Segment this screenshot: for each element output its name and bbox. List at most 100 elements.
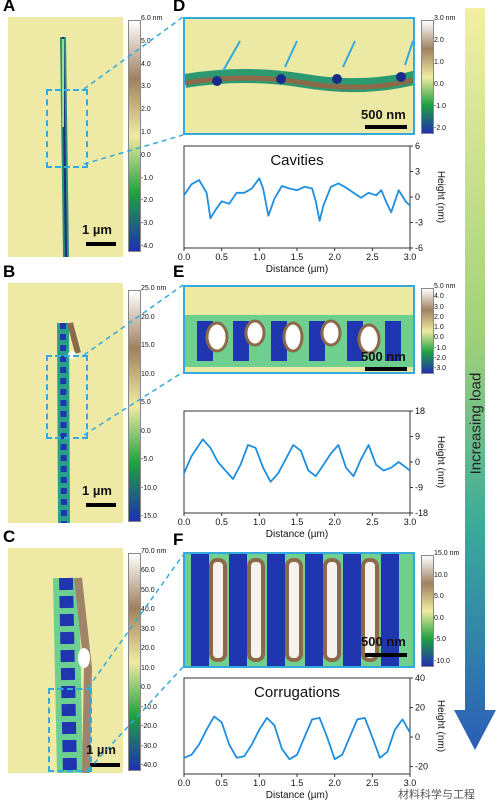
colorbar-tick-a: 2.0 — [141, 106, 151, 114]
colorbar-tick-d: -1.0 — [434, 103, 447, 110]
y-tick-label: 3 — [415, 167, 420, 177]
x-tick-label: 2.5 — [366, 517, 379, 527]
colorbar-a — [128, 20, 141, 252]
scale-bar-b — [86, 503, 116, 507]
y-tick-label: 6 — [415, 141, 420, 151]
colorbar-tick-a: -1.0 — [141, 174, 154, 182]
colorbar-tick-f: -10.0 — [434, 658, 450, 665]
y-tick-label: 9 — [415, 432, 420, 442]
y-tick-label: 20 — [415, 703, 425, 713]
colorbar-tick-d: 1.0 — [434, 59, 444, 66]
colorbar-tick-a: -2.0 — [141, 197, 154, 205]
x-tick-label: 1.5 — [291, 252, 304, 262]
colorbar-tick-b: 0.0 — [141, 427, 151, 435]
colorbar-tick-c: -20.0 — [141, 723, 157, 731]
scale-label-d: 500 nm — [361, 107, 406, 122]
colorbar-tick-c: 0.0 — [141, 684, 151, 692]
scale-label-a: 1 µm — [82, 222, 112, 237]
x-tick-label: 3.0 — [404, 517, 417, 527]
colorbar-tick-a: 5.0 — [141, 37, 151, 45]
colorbar-tick-f: 10.0 — [434, 571, 448, 579]
panel-label-a: A — [3, 0, 16, 15]
colorbar-tick-f: 0.0 — [434, 614, 444, 622]
colorbar-tick-a: 6.0 nm — [141, 15, 163, 22]
colorbar-b — [128, 290, 141, 522]
colorbar-tick-e: 5.0 nm — [434, 283, 456, 290]
scale-bar-f — [365, 653, 407, 657]
y-axis-label: Height (nm) — [435, 436, 446, 488]
colorbar-tick-c: 60.0 — [141, 567, 155, 575]
colorbar-d — [421, 20, 434, 134]
colorbar-tick-c: 40.0 — [141, 606, 155, 614]
x-tick-label: 2.5 — [366, 778, 379, 788]
colorbar-tick-e: 3.0 — [434, 303, 444, 311]
colorbar-f — [421, 555, 434, 667]
colorbar-tick-a: 4.0 — [141, 60, 151, 68]
zoom-box-c — [48, 688, 92, 772]
x-tick-label: 1.0 — [253, 778, 266, 788]
x-tick-label: 0.5 — [215, 252, 228, 262]
afm-zoom-e: 500 nm — [183, 285, 415, 374]
scale-bar-d — [365, 125, 407, 129]
x-tick-label: 0.0 — [178, 517, 191, 527]
x-tick-label: 1.0 — [253, 252, 266, 262]
panel-label-d: D — [173, 0, 186, 15]
colorbar-tick-e: 0.0 — [434, 334, 444, 342]
profile-chart-f: 0.0 0.5 1.0 1.5 2.0 2.5 3.0 Distance (µm) 40 20 0 -… — [178, 673, 446, 801]
y-tick-label: 18 — [415, 406, 425, 416]
y-tick-label: -6 — [415, 243, 423, 253]
colorbar-tick-c: 10.0 — [141, 664, 155, 672]
colorbar-tick-b: 10.0 — [141, 370, 155, 378]
afm-zoom-d: 500 nm — [183, 17, 415, 135]
profile-chart-e: 0.0 0.5 1.0 1.5 2.0 2.5 3.0 Distance (µm) 18 9 0 -9… — [178, 406, 446, 540]
colorbar-tick-f: 15.0 nm — [434, 550, 460, 557]
y-tick-label: 0 — [415, 457, 420, 467]
colorbar-tick-e: -1.0 — [434, 344, 447, 352]
scale-label-e: 500 nm — [361, 349, 406, 364]
panel-label-b: B — [3, 262, 16, 281]
colorbar-tick-d: 2.0 — [434, 37, 444, 44]
x-tick-label: 1.5 — [291, 778, 304, 788]
x-tick-label: 3.0 — [404, 252, 417, 262]
colorbar-tick-c: -10.0 — [141, 703, 157, 711]
colorbar-tick-e: 2.0 — [434, 313, 444, 321]
scale-bar-a — [86, 242, 116, 246]
plot-frame — [183, 677, 411, 775]
colorbar-tick-b: -10.0 — [141, 484, 157, 492]
y-axis-label: Height (nm) — [435, 700, 446, 752]
height-profile-line — [183, 715, 411, 761]
colorbar-tick-e: -2.0 — [434, 354, 447, 362]
x-tick-label: 0.5 — [215, 517, 228, 527]
plot-frame — [183, 145, 411, 249]
x-axis-label: Distance (µm) — [266, 790, 328, 801]
profile-chart-d: 0.0 0.5 1.0 1.5 2.0 2.5 3.0 Distance (µm) 6 3 0 -3 -… — [178, 141, 446, 275]
y-tick-label: 0 — [415, 192, 420, 202]
colorbar-tick-b: -5.0 — [141, 456, 154, 463]
y-tick-label: -18 — [415, 508, 428, 518]
profile-title: Cavities — [270, 152, 323, 169]
x-tick-label: 1.5 — [291, 517, 304, 527]
y-tick-label: -9 — [415, 483, 423, 493]
height-profile-line — [183, 438, 411, 483]
panel-label-c: C — [3, 527, 16, 546]
colorbar-tick-a: 3.0 — [141, 83, 151, 91]
x-tick-label: 1.0 — [253, 517, 266, 527]
afm-image-a: 1 µm — [8, 17, 123, 257]
scale-bar-c — [90, 763, 120, 767]
colorbar-tick-b: 15.0 — [141, 342, 155, 349]
colorbar-tick-f: 5.0 — [434, 593, 444, 601]
x-tick-label: 0.0 — [178, 252, 191, 262]
colorbar-e — [421, 288, 434, 374]
zoom-box-b — [46, 355, 88, 439]
colorbar-tick-d: 0.0 — [434, 81, 444, 88]
colorbar-tick-d: 3.0 nm — [434, 15, 456, 22]
colorbar-tick-a: 1.0 — [141, 129, 151, 136]
colorbar-tick-b: 5.0 — [141, 399, 151, 406]
panel-label-e: E — [173, 262, 185, 281]
scale-label-b: 1 µm — [82, 483, 112, 498]
y-tick-label: -3 — [415, 218, 423, 228]
colorbar-tick-e: 1.0 — [434, 324, 444, 331]
colorbar-tick-e: -3.0 — [434, 365, 447, 372]
colorbar-tick-d: -2.0 — [434, 125, 447, 132]
